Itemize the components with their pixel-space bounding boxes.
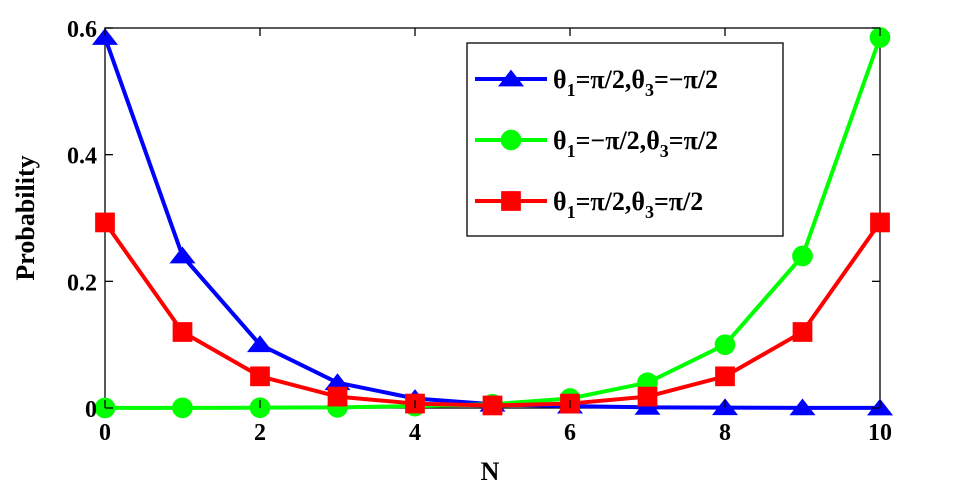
legend-subscript: 3 xyxy=(645,202,654,222)
data-point xyxy=(792,245,813,267)
legend-entry: θ1=π/2,θ3=−π/2 xyxy=(475,65,718,100)
data-point xyxy=(250,366,270,387)
legend-text-part: θ xyxy=(553,187,567,216)
y-tick-label: 0.4 xyxy=(67,144,97,170)
y-tick-label: 0.6 xyxy=(67,17,97,43)
legend-text-part: θ xyxy=(631,65,645,94)
data-point xyxy=(482,395,503,416)
legend-text-part: =−π/2 xyxy=(654,65,718,94)
data-point xyxy=(327,386,348,407)
legend-subscript: 3 xyxy=(645,80,654,100)
legend-text-part: =π/2, xyxy=(576,65,632,94)
legend-text-part: θ xyxy=(553,126,567,155)
legend-subscript: 1 xyxy=(567,141,576,161)
legend-label: θ1=π/2,θ3=−π/2 xyxy=(553,65,718,100)
x-tick-label: 2 xyxy=(254,420,266,446)
data-point xyxy=(95,212,115,233)
legend: θ1=π/2,θ3=−π/2θ1=−π/2,θ3=π/2θ1=π/2,θ3=π/… xyxy=(466,42,784,237)
legend-text-part: θ xyxy=(631,187,645,216)
legend-entry: θ1=−π/2,θ3=π/2 xyxy=(475,126,718,161)
data-point xyxy=(714,334,736,356)
data-point xyxy=(792,322,813,342)
y-tick-label: 0 xyxy=(85,397,97,423)
data-point xyxy=(637,386,658,407)
legend-label: θ1=−π/2,θ3=π/2 xyxy=(553,126,718,161)
data-point xyxy=(246,335,274,353)
legend-subscript: 3 xyxy=(660,141,669,161)
legend-subscript: 1 xyxy=(567,80,576,100)
legend-entry: θ1=π/2,θ3=π/2 xyxy=(475,187,703,222)
legend-text-part: θ xyxy=(646,126,660,155)
legend-text-part: =−π/2, xyxy=(576,126,647,155)
x-tick-label: 4 xyxy=(409,420,421,446)
y-axis-title: Probability xyxy=(11,155,40,280)
data-point xyxy=(789,398,816,416)
data-point xyxy=(634,397,661,415)
data-point xyxy=(870,212,890,233)
data-point xyxy=(172,322,193,342)
data-point xyxy=(169,246,196,264)
data-point xyxy=(715,366,735,387)
data-point xyxy=(91,28,119,45)
x-tick-label: 0 xyxy=(99,420,111,446)
legend-marker xyxy=(497,69,525,87)
legend-marker xyxy=(500,129,522,151)
x-axis-title: N xyxy=(481,457,500,486)
x-tick-label: 8 xyxy=(719,420,731,446)
series-square xyxy=(95,212,890,416)
legend-text-part: θ xyxy=(553,65,567,94)
data-point xyxy=(172,397,193,419)
y-tick-label: 0.2 xyxy=(67,270,97,296)
legend-label: θ1=π/2,θ3=π/2 xyxy=(553,187,703,222)
legend-text-part: =π/2 xyxy=(669,126,718,155)
legend-text-part: =π/2 xyxy=(654,187,703,216)
series-line xyxy=(103,221,882,408)
legend-subscript: 1 xyxy=(567,202,576,222)
x-tick-label: 6 xyxy=(564,420,576,446)
legend-text-part: =π/2, xyxy=(576,187,632,216)
legend-marker xyxy=(501,191,521,211)
x-tick-label: 10 xyxy=(868,420,892,446)
